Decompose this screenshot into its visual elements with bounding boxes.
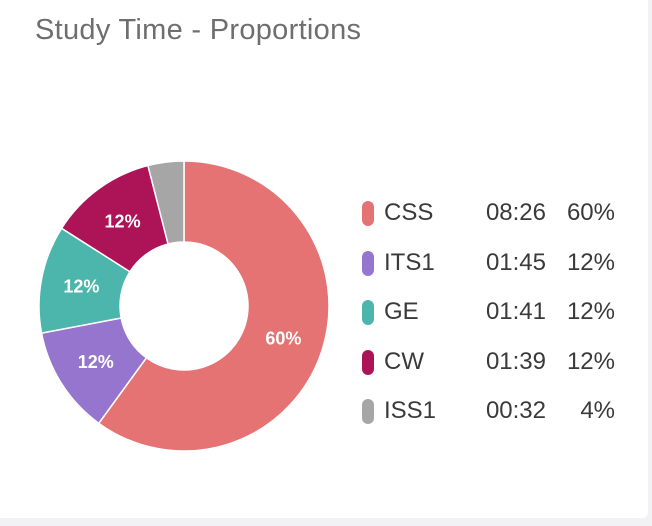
legend-name: ISS1 [384,397,437,424]
legend-percent: 12% [566,347,615,375]
legend-name: CSS [384,199,434,226]
legend-name: ITS1 [384,248,435,276]
legend-item-css[interactable]: CSS 08:26 60% [362,190,632,240]
legend-swatch [362,300,374,325]
legend-swatch [362,349,374,375]
legend-item-iss1[interactable]: ISS1 00:32 4% [362,388,632,438]
legend-item-ge[interactable]: GE 01:41 12% [362,289,632,339]
legend-time: 01:41 [485,298,546,325]
donut-chart: 60% 12% 12% 12% [38,160,330,452]
legend-swatch [362,201,374,226]
study-time-card: Study Time - Proportions 60% 12% 12% 12% CS… [0,0,648,518]
legend-name: CW [384,347,424,375]
legend-swatch [362,250,374,276]
legend-time: 00:32 [485,397,546,424]
slice-label-its1: 12% [78,352,114,372]
chart-legend: CSS 08:26 60% ITS1 01:45 12% GE 01:41 12% CW 01:39… [362,190,632,438]
legend-item-its1[interactable]: ITS1 01:45 12% [362,240,632,290]
legend-percent: 60% [566,199,615,226]
slice-label-cw: 12% [105,211,141,231]
legend-time: 01:39 [485,347,546,375]
slice-label-css: 60% [265,328,301,348]
slice-iss1[interactable] [147,160,185,245]
legend-percent: 12% [566,298,615,325]
legend-time: 08:26 [485,199,546,226]
legend-time: 01:45 [485,248,546,276]
legend-item-cw[interactable]: CW 01:39 12% [362,339,632,389]
slice-label-ge: 12% [63,276,99,296]
card-title: Study Time - Proportions [35,14,362,46]
legend-name: GE [384,298,419,325]
legend-percent: 12% [566,248,615,276]
slice-css[interactable] [97,160,330,452]
legend-percent: 4% [580,397,615,424]
legend-swatch [362,399,374,424]
